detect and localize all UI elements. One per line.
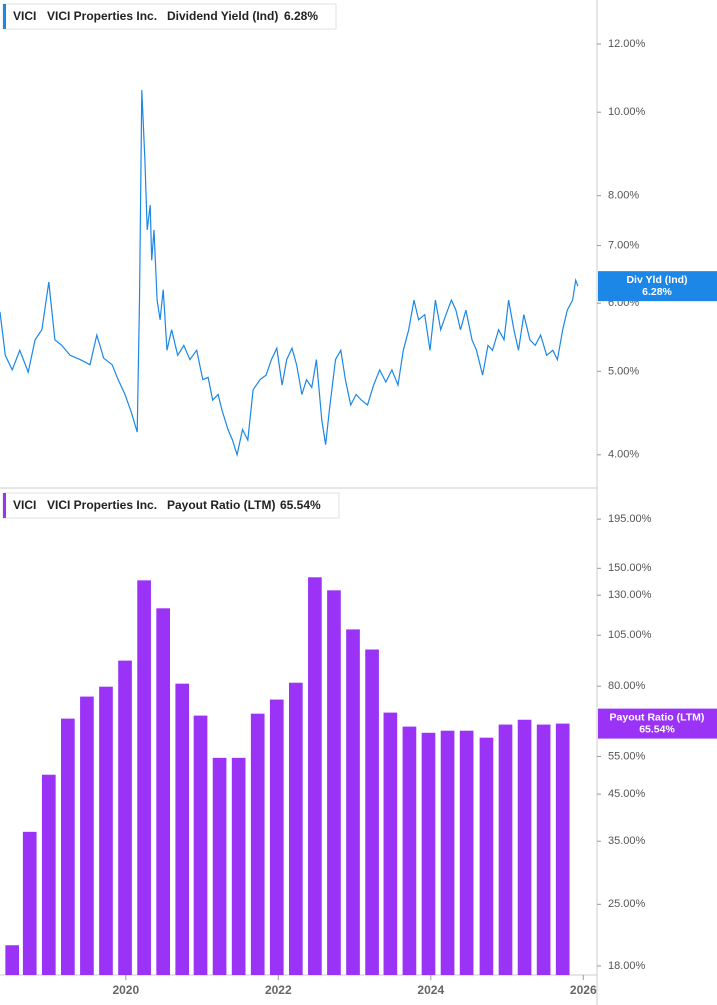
bar (269, 699, 284, 975)
bar (22, 831, 37, 975)
bar (365, 649, 379, 975)
header-box (2, 3, 337, 30)
header-box (2, 492, 340, 519)
bar (156, 608, 171, 975)
line-series (0, 90, 579, 458)
bar (498, 724, 513, 975)
y-tick-label: 12.00% (608, 38, 646, 50)
bar (212, 757, 227, 975)
bar (250, 713, 265, 975)
bar (137, 580, 151, 975)
bar (80, 696, 94, 975)
last-value-tag (598, 708, 717, 739)
bar (231, 757, 246, 975)
y-tick-label: 10.00% (608, 106, 646, 118)
y-tick-label: 5.00% (608, 365, 639, 377)
bar (517, 719, 532, 975)
bar (327, 590, 341, 975)
bar (193, 715, 208, 975)
header-ticker: VICI (13, 9, 36, 23)
header-title: Payout Ratio (LTM) (167, 498, 275, 512)
header-value-label: 6.28% (284, 9, 318, 23)
x-tick-label: 2022 (265, 983, 292, 997)
bar (421, 732, 436, 975)
tag-value: 6.28% (642, 286, 672, 298)
y-tick-label: 25.00% (608, 898, 646, 910)
bar (61, 718, 75, 975)
y-tick-label: 130.00% (608, 589, 652, 601)
y-tick-label: 35.00% (608, 835, 646, 847)
tag-label: Div Yld (Ind) (626, 274, 687, 286)
tag-value: 65.54% (639, 723, 675, 735)
y-tick-label: 4.00% (608, 449, 639, 461)
bar (288, 682, 303, 975)
header-accent (3, 4, 6, 29)
y-tick-label: 150.00% (608, 562, 652, 574)
y-tick-label: 8.00% (608, 190, 639, 202)
x-tick-label: 2020 (112, 983, 139, 997)
bar (440, 730, 455, 975)
bar (5, 945, 20, 975)
x-tick-label: 2024 (417, 983, 444, 997)
header-value-label: 65.54% (280, 498, 321, 512)
bar (175, 683, 190, 975)
bar (459, 730, 474, 975)
bar (479, 737, 494, 975)
tag-label: Payout Ratio (LTM) (610, 711, 705, 723)
bar (99, 686, 113, 975)
bar (536, 724, 551, 975)
y-tick-label: 7.00% (608, 239, 639, 251)
y-tick-label: 55.00% (608, 750, 646, 762)
bar (346, 629, 360, 975)
bar (118, 660, 132, 975)
y-tick-label: 195.00% (608, 513, 652, 525)
header-ticker: VICI (13, 498, 36, 512)
bar (402, 726, 417, 975)
header-company: VICI Properties Inc. (47, 498, 157, 512)
bar (41, 774, 56, 975)
y-tick-label: 80.00% (608, 680, 646, 692)
y-tick-label: 18.00% (608, 960, 646, 972)
bar (383, 712, 398, 975)
bar (555, 723, 570, 975)
bar (308, 577, 322, 975)
header-accent (3, 493, 6, 518)
y-tick-label: 105.00% (608, 629, 652, 641)
x-tick-label: 2026 (570, 983, 597, 997)
header-title: Dividend Yield (Ind) (167, 9, 278, 23)
header-company: VICI Properties Inc. (47, 9, 157, 23)
y-tick-label: 45.00% (608, 788, 646, 800)
last-value-tag (598, 271, 717, 302)
